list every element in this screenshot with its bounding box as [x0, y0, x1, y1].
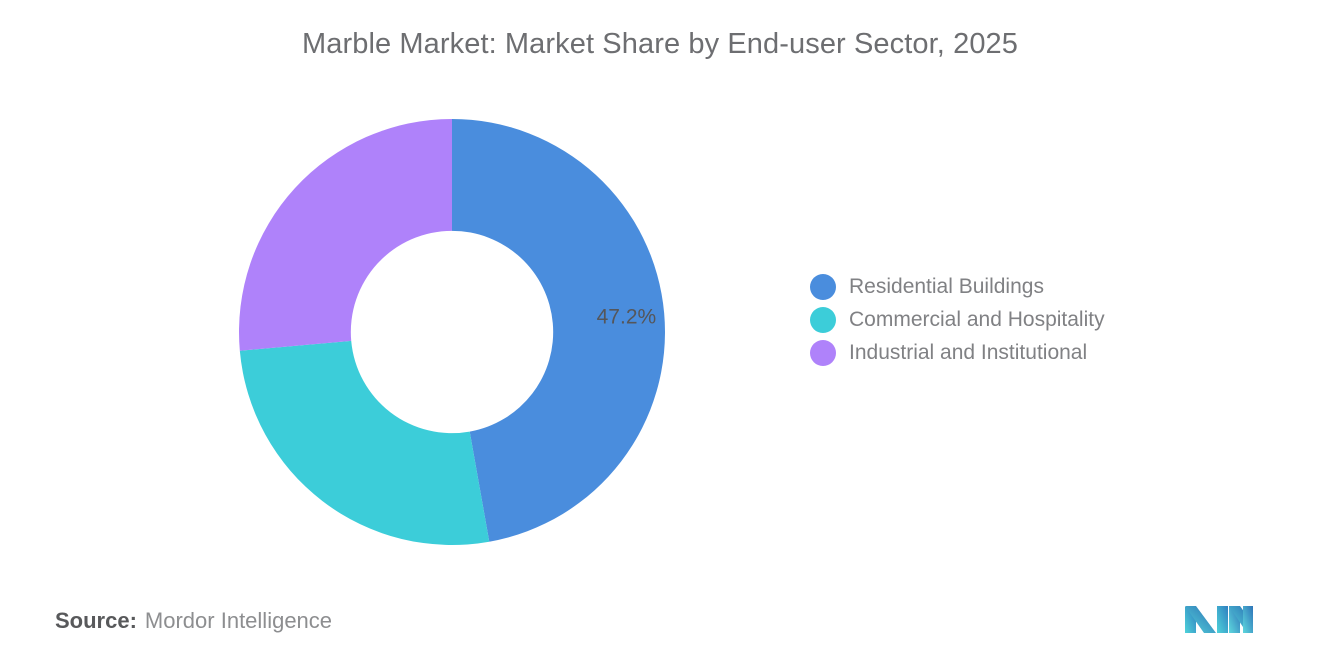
legend-swatch-icon-residential-buildings	[810, 273, 836, 300]
source-label: Source:	[55, 608, 137, 633]
legend-item-residential-buildings[interactable]: Residential Buildings	[810, 270, 1240, 303]
logo-svg	[1185, 606, 1253, 633]
donut-slice[interactable]	[239, 119, 452, 351]
legend-swatch-icon-industrial-and-institutional	[810, 339, 836, 366]
donut-chart: 47.2%	[232, 112, 672, 552]
donut-slice-layer	[239, 119, 665, 545]
legend-label-industrial-and-institutional: Industrial and Institutional	[849, 341, 1088, 364]
legend-label-residential-buildings: Residential Buildings	[849, 275, 1044, 298]
legend-item-industrial-and-institutional[interactable]: Industrial and Institutional	[810, 336, 1240, 369]
legend-swatch-icon-commercial-and-hospitality	[810, 306, 836, 333]
mordor-intelligence-logo-icon	[1183, 597, 1255, 635]
chart-title: Marble Market: Market Share by End-user …	[301, 28, 1019, 60]
donut-slice[interactable]	[452, 119, 665, 542]
chart-legend: Residential Buildings Commercial and Hos…	[810, 270, 1240, 369]
donut-slice[interactable]	[239, 340, 490, 545]
donut-svg: 47.2%	[239, 119, 665, 545]
donut-label-layer: 47.2%	[597, 306, 657, 329]
source-attribution: Source: Mordor Intelligence	[55, 610, 332, 632]
donut-slice-label: 47.2%	[597, 306, 657, 329]
legend-label-commercial-and-hospitality: Commercial and Hospitality	[849, 308, 1105, 331]
legend-item-commercial-and-hospitality[interactable]: Commercial and Hospitality	[810, 303, 1240, 336]
source-value: Mordor Intelligence	[144, 608, 333, 633]
